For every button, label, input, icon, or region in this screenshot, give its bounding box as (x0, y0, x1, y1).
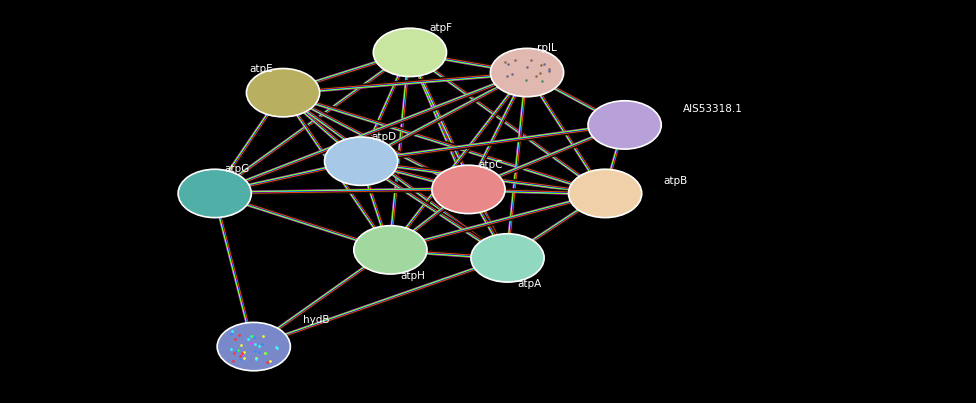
Text: atpG: atpG (224, 164, 250, 174)
Ellipse shape (471, 234, 545, 282)
Ellipse shape (373, 28, 447, 77)
Text: atpA: atpA (517, 279, 542, 289)
Ellipse shape (324, 137, 398, 185)
Text: AIS53318.1: AIS53318.1 (683, 104, 743, 114)
Text: atpC: atpC (478, 160, 503, 170)
Text: atpF: atpF (429, 23, 453, 33)
Text: rplL: rplL (537, 44, 556, 53)
Ellipse shape (246, 69, 320, 117)
Text: atpE: atpE (250, 64, 273, 73)
Ellipse shape (588, 101, 662, 149)
Text: atpH: atpH (400, 271, 425, 281)
Ellipse shape (179, 169, 252, 218)
Text: hydB: hydB (303, 316, 329, 325)
Ellipse shape (491, 48, 564, 97)
Ellipse shape (431, 165, 506, 214)
Ellipse shape (218, 322, 291, 371)
Text: atpB: atpB (664, 177, 688, 186)
Ellipse shape (354, 226, 427, 274)
Ellipse shape (568, 169, 642, 218)
Text: atpD: atpD (371, 132, 396, 142)
